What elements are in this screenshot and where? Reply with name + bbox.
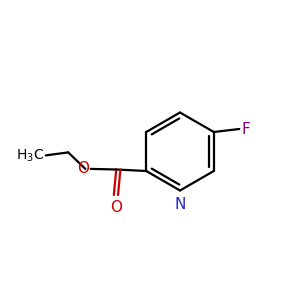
Text: O: O bbox=[110, 200, 122, 214]
Text: F: F bbox=[241, 122, 250, 136]
Text: O: O bbox=[76, 161, 88, 176]
Text: H$_3$C: H$_3$C bbox=[16, 147, 44, 164]
Text: N: N bbox=[174, 197, 186, 212]
